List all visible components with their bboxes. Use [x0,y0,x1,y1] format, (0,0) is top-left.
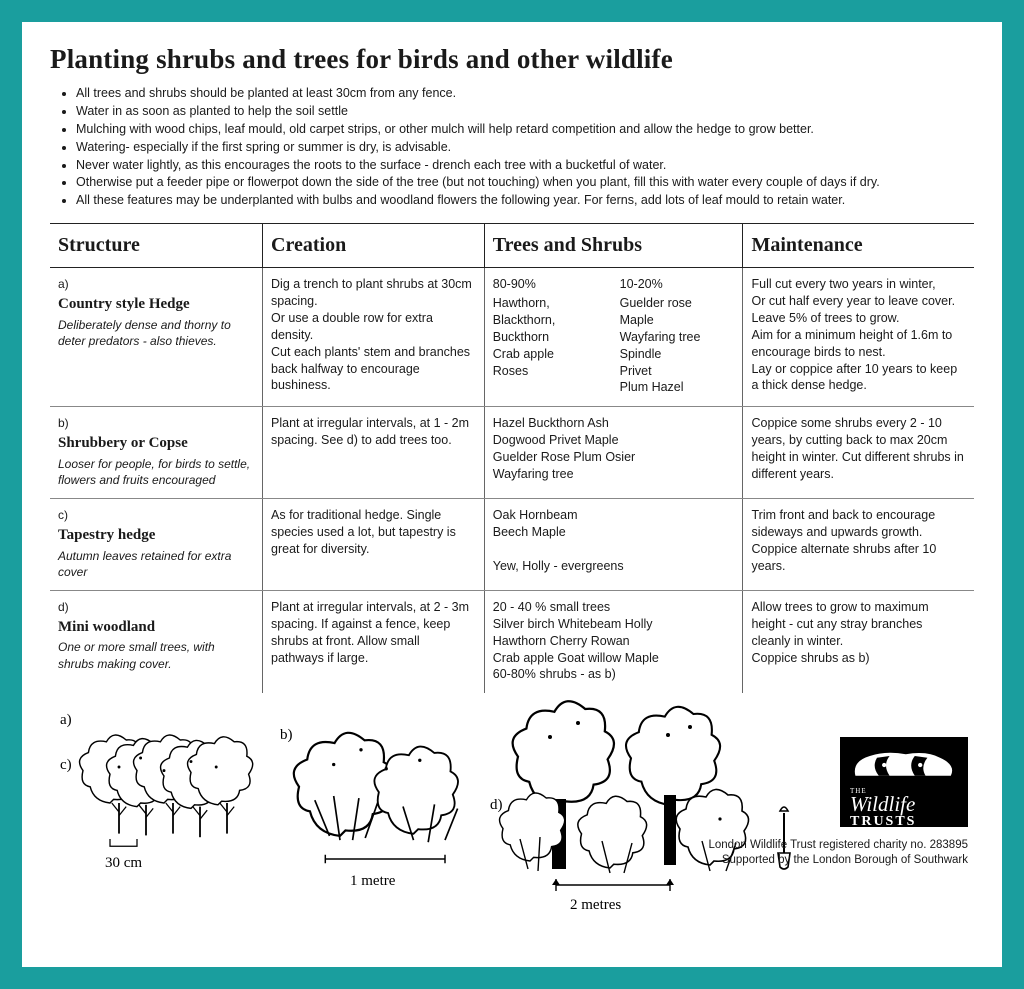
creation-cell: Plant at irregular intervals, at 2 - 3m … [263,590,485,693]
planting-tips-list: All trees and shrubs should be planted a… [58,85,974,209]
table-row: d) Mini woodland One or more small trees… [50,590,974,693]
row-title: Country style Hedge [58,294,252,314]
row-letter: b) [58,415,252,431]
row-desc: Deliberately dense and thorny to deter p… [58,317,252,349]
plants-left-head: 80-90% [493,276,606,293]
plants-cell: 20 - 40 % small trees Silver birch White… [484,590,743,693]
creation-cell: As for traditional hedge. Single species… [263,499,485,591]
col-maintenance: Maintenance [743,224,974,268]
frame: Planting shrubs and trees for birds and … [0,0,1024,989]
maintenance-cell: Allow trees to grow to maximum height - … [743,590,974,693]
plants-right: Guelder rose Maple Wayfaring tree Spindl… [620,295,733,396]
table-row: a) Country style Hedge Deliberately dens… [50,268,974,407]
table-row: c) Tapestry hedge Autumn leaves retained… [50,499,974,591]
planting-table: Structure Creation Trees and Shrubs Main… [50,223,974,693]
list-item: Watering- especially if the first spring… [76,139,974,156]
maintenance-cell: Coppice some shrubs every 2 - 10 years, … [743,407,974,499]
plants-cell: 80-90% Hawthorn, Blackthorn, Buckthorn C… [484,268,743,407]
page: Planting shrubs and trees for birds and … [22,22,1002,967]
label-2m: 2 metres [570,897,621,913]
list-item: All trees and shrubs should be planted a… [76,85,974,102]
col-structure: Structure [50,224,263,268]
row-letter: a) [58,276,252,292]
col-trees-shrubs: Trees and Shrubs [484,224,743,268]
plants-cell: Hazel Buckthorn Ash Dogwood Privet Maple… [484,407,743,499]
row-desc: Looser for people, for birds to settle, … [58,456,252,488]
row-desc: One or more small trees, with shrubs mak… [58,639,252,671]
maintenance-cell: Trim front and back to encourage sideway… [743,499,974,591]
creation-cell: Dig a trench to plant shrubs at 30cm spa… [263,268,485,407]
label-c: c) [60,757,72,773]
list-item: Mulching with wood chips, leaf mould, ol… [76,121,974,138]
logo-text-trusts: TRUSTS [850,814,958,830]
label-a: a) [60,712,72,728]
row-title: Tapestry hedge [58,525,252,545]
label-d: d) [490,797,503,813]
label-b: b) [280,727,293,743]
logo-text-wildlife: Wildlife [850,795,958,814]
label-30cm: 30 cm [105,855,142,871]
sketch-illustration-svg: a) c) 30 cm [50,699,850,939]
row-title: Shrubbery or Copse [58,433,252,453]
row-title: Mini woodland [58,617,252,637]
footer-credit: London Wildlife Trust registered charity… [708,838,968,869]
list-item: Never water lightly, as this encourages … [76,157,974,174]
badger-icon [850,747,958,783]
list-item: All these features may be underplanted w… [76,192,974,209]
list-item: Water in as soon as planted to help the … [76,103,974,120]
plants-cell: Oak Hornbeam Beech Maple Yew, Holly - ev… [484,499,743,591]
table-row: b) Shrubbery or Copse Looser for people,… [50,407,974,499]
footer-line2: Supported by the London Borough of South… [708,853,968,869]
illustrations: a) c) 30 cm [50,699,974,939]
row-desc: Autumn leaves retained for extra cover [58,548,252,580]
list-item: Otherwise put a feeder pipe or flowerpot… [76,174,974,191]
maintenance-cell: Full cut every two years in winter, Or c… [743,268,974,407]
col-creation: Creation [263,224,485,268]
row-letter: d) [58,599,252,615]
wildlife-trusts-logo: THE Wildlife TRUSTS [840,737,968,827]
label-1m: 1 metre [350,873,396,889]
page-title: Planting shrubs and trees for birds and … [50,44,974,75]
footer-line1: London Wildlife Trust registered charity… [708,838,968,854]
plants-left: Hawthorn, Blackthorn, Buckthorn Crab app… [493,295,606,379]
creation-cell: Plant at irregular intervals, at 1 - 2m … [263,407,485,499]
row-letter: c) [58,507,252,523]
plants-right-head: 10-20% [620,276,733,293]
